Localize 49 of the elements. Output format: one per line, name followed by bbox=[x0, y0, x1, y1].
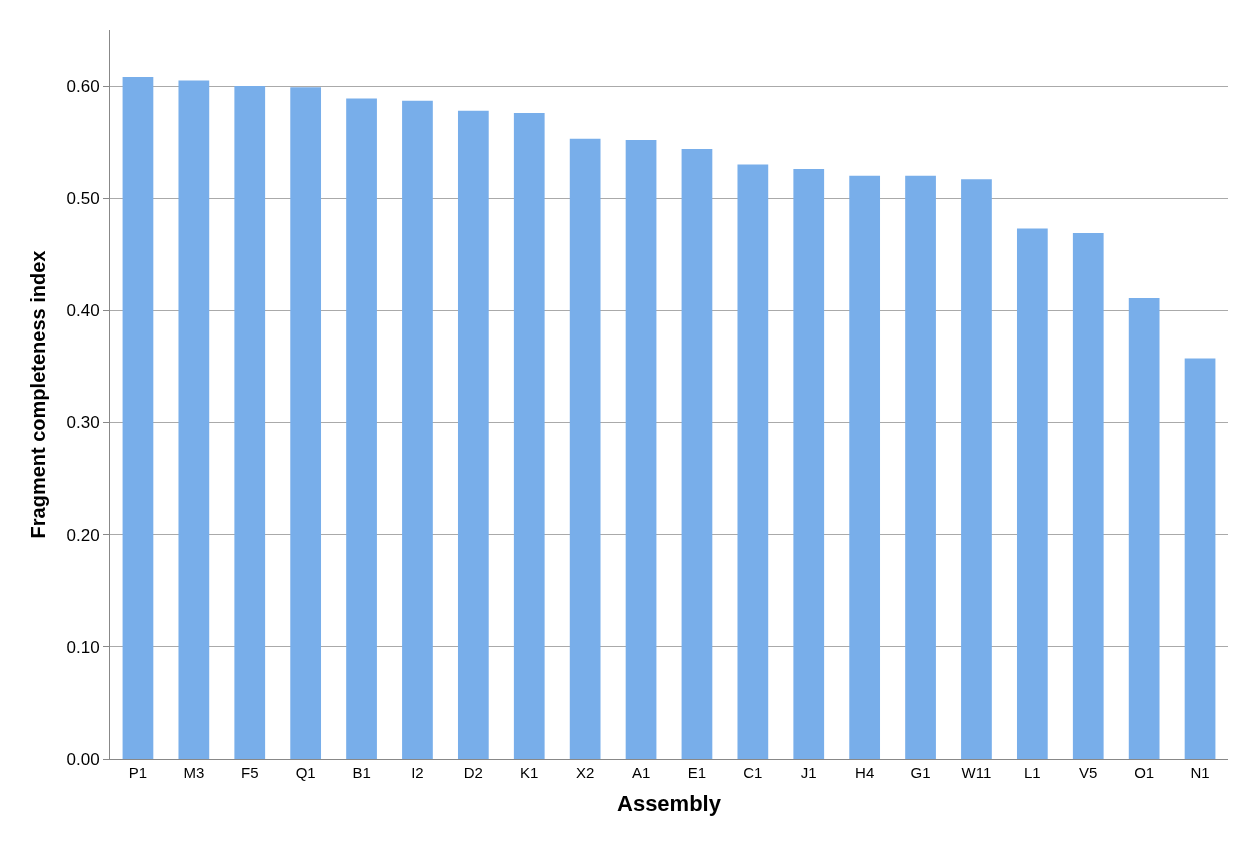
x-tick-label: L1 bbox=[1024, 764, 1041, 781]
x-tick-label: C1 bbox=[743, 764, 763, 781]
y-tick-label: 0.30 bbox=[66, 413, 100, 433]
x-tick-label: F5 bbox=[240, 764, 259, 781]
x-tick-label: X2 bbox=[575, 764, 595, 781]
bar bbox=[849, 175, 881, 759]
bar bbox=[513, 112, 545, 759]
x-tick-label: J1 bbox=[800, 764, 817, 781]
bar bbox=[569, 138, 601, 759]
bar bbox=[905, 175, 936, 759]
x-tick-label: V5 bbox=[1079, 764, 1098, 781]
y-tick-label: 0.00 bbox=[66, 749, 100, 769]
bar bbox=[793, 169, 825, 759]
bar bbox=[178, 80, 210, 759]
y-tick-label: 0.40 bbox=[66, 301, 100, 321]
x-tick-label: G1 bbox=[910, 764, 931, 781]
x-tick-label: E1 bbox=[687, 764, 707, 781]
bar bbox=[122, 77, 154, 759]
x-tick-label: W11 bbox=[961, 764, 992, 781]
x-tick-label: I2 bbox=[411, 764, 424, 781]
x-tick-label: A1 bbox=[631, 764, 651, 781]
x-tick-label: Q1 bbox=[295, 764, 316, 781]
bar bbox=[961, 179, 992, 759]
x-tick-label: D2 bbox=[463, 764, 483, 781]
bar bbox=[681, 148, 713, 759]
bar bbox=[1072, 233, 1104, 759]
x-tick-label: H4 bbox=[855, 764, 875, 781]
bar bbox=[290, 87, 322, 759]
bar bbox=[1128, 298, 1160, 759]
bar bbox=[457, 110, 489, 759]
bar bbox=[234, 86, 266, 759]
bar bbox=[346, 98, 377, 759]
y-tick-label: 0.50 bbox=[66, 189, 100, 209]
x-tick-label: P1 bbox=[128, 764, 148, 781]
x-axis-title: Assembly bbox=[617, 790, 722, 816]
x-tick-label: M3 bbox=[183, 764, 205, 781]
y-tick-label: 0.60 bbox=[66, 77, 100, 97]
bar bbox=[402, 100, 433, 759]
bar bbox=[625, 139, 657, 759]
y-axis-title: Fragment completeness index bbox=[27, 250, 50, 539]
y-tick-label: 0.20 bbox=[66, 525, 100, 545]
bar bbox=[1184, 358, 1216, 759]
bar bbox=[737, 164, 769, 759]
x-tick-label: O1 bbox=[1134, 764, 1155, 781]
bar bbox=[1016, 228, 1048, 759]
x-tick-label: N1 bbox=[1190, 764, 1210, 781]
x-tick-label: B1 bbox=[352, 764, 371, 781]
y-tick-label: 0.10 bbox=[66, 637, 100, 657]
x-tick-label: K1 bbox=[520, 764, 539, 781]
